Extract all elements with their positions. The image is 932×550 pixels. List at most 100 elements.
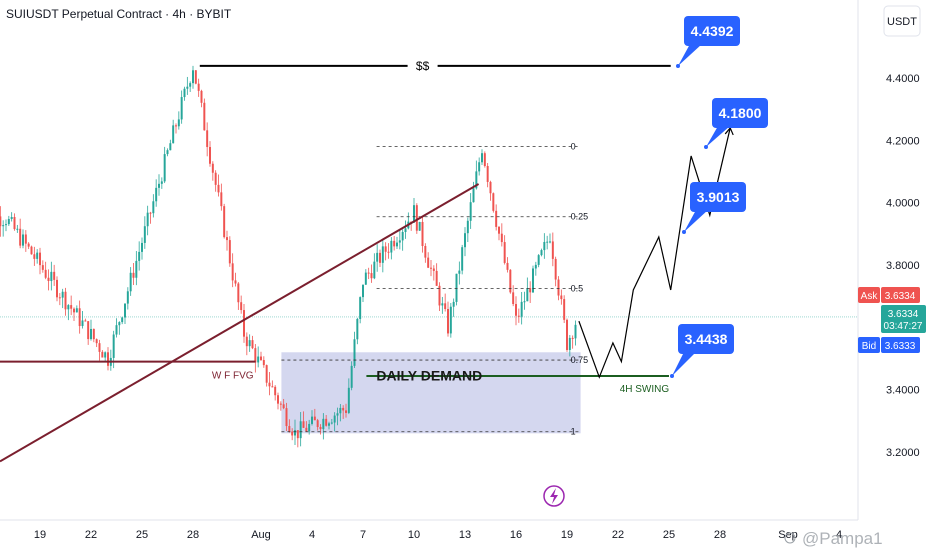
candle-body xyxy=(126,291,129,304)
currency-label: USDT xyxy=(887,16,917,28)
candle-body xyxy=(424,246,427,258)
candle-body xyxy=(141,242,143,252)
candle-body xyxy=(254,348,257,363)
candle-body xyxy=(370,273,373,279)
candle-body xyxy=(226,237,228,241)
x-tick-label: Aug xyxy=(251,529,271,541)
candle-body xyxy=(560,295,563,300)
price-axis[interactable]: 3.20003.40003.60003.80004.00004.20004.40… xyxy=(858,73,926,459)
candle-body xyxy=(461,247,464,271)
candle-body xyxy=(469,202,472,221)
x-tick-label: 28 xyxy=(714,529,726,541)
ask-value: 3.6334 xyxy=(885,291,916,302)
candle-body xyxy=(506,262,509,270)
candle-body xyxy=(342,407,345,411)
candle-body xyxy=(396,242,398,247)
candle-body xyxy=(268,382,271,387)
bid-tag xyxy=(858,336,880,353)
candle-body xyxy=(24,234,27,244)
candle-body xyxy=(56,279,58,298)
swing-label: 4H SWING xyxy=(620,384,670,395)
target-callout[interactable]: 4.4392 xyxy=(676,16,740,68)
candle-body xyxy=(404,228,407,233)
candle-body xyxy=(27,243,30,247)
y-tick-label: 4.2000 xyxy=(886,135,920,147)
candle-body xyxy=(447,308,449,334)
candle-body xyxy=(486,165,489,182)
last-price-value: 3.6334 xyxy=(888,309,919,320)
candle-body xyxy=(393,240,396,247)
target-callout[interactable]: 3.4438 xyxy=(670,324,734,378)
target-callout[interactable]: 3.9013 xyxy=(682,182,746,234)
candle-body xyxy=(22,234,24,246)
candle-body xyxy=(503,242,506,263)
candle-body xyxy=(381,246,384,263)
candle-body xyxy=(279,403,282,405)
fib-level-label: 0.75 xyxy=(571,355,589,365)
candle-body xyxy=(194,70,197,84)
candle-body xyxy=(260,356,262,361)
lightning-icon[interactable] xyxy=(543,485,565,507)
candle-body xyxy=(78,308,81,327)
candle-body xyxy=(92,328,95,340)
candle-body xyxy=(135,260,138,278)
candle-body xyxy=(285,408,288,427)
target-callout[interactable]: 4.1800 xyxy=(704,98,768,149)
candle-body xyxy=(189,83,192,87)
candle-body xyxy=(384,246,387,252)
candle-body xyxy=(432,268,435,271)
candle-body xyxy=(243,310,245,337)
candle-body xyxy=(359,297,362,319)
candle-body xyxy=(44,269,47,278)
candle-body xyxy=(152,201,155,214)
candle-body xyxy=(112,334,115,358)
x-tick-label: 22 xyxy=(612,529,624,541)
candle-body xyxy=(455,273,458,302)
candle-body xyxy=(172,125,175,144)
candle-body xyxy=(336,413,339,416)
y-tick-label: 3.8000 xyxy=(886,260,920,272)
currency-button[interactable] xyxy=(883,5,921,37)
candle-body xyxy=(124,303,126,318)
bid-value: 3.6333 xyxy=(885,341,916,352)
candle-body xyxy=(81,320,84,327)
candle-body xyxy=(308,423,311,432)
candle-body xyxy=(33,254,36,259)
candle-body xyxy=(464,233,466,248)
candle-body xyxy=(75,308,78,313)
candle-body xyxy=(373,261,376,279)
candle-body xyxy=(118,322,121,326)
candle-body xyxy=(328,423,330,426)
candle-body xyxy=(245,336,248,347)
candle-body xyxy=(325,418,328,426)
candle-body xyxy=(537,255,540,265)
candle-body xyxy=(277,395,279,404)
candle-body xyxy=(90,328,92,340)
candle-body xyxy=(421,221,424,247)
candle-body xyxy=(5,224,7,226)
candle-body xyxy=(160,181,163,184)
candle-body xyxy=(234,280,237,284)
x-tick-label: 28 xyxy=(187,529,199,541)
candle-body xyxy=(322,418,325,430)
candle-body xyxy=(512,292,515,305)
candle-body xyxy=(415,205,418,231)
candle-body xyxy=(104,352,107,358)
ask-label: Ask xyxy=(861,291,879,302)
candle-body xyxy=(121,317,124,323)
candle-body xyxy=(53,271,56,280)
candle-body xyxy=(509,269,512,293)
x-tick-label: 25 xyxy=(663,529,675,541)
candle-body xyxy=(197,83,200,91)
candle-body xyxy=(129,272,132,292)
daily-demand-zone xyxy=(281,352,581,434)
candle-body xyxy=(302,421,305,428)
candle-body xyxy=(549,241,551,243)
candle-body xyxy=(350,365,353,388)
time-axis[interactable]: 19 22 25 28 Aug 4 7 10 13 16 19 22 25 28 Sep 4 xyxy=(34,529,842,541)
candle-body xyxy=(288,426,291,432)
candle-body xyxy=(571,337,574,339)
candle-body xyxy=(39,252,41,266)
